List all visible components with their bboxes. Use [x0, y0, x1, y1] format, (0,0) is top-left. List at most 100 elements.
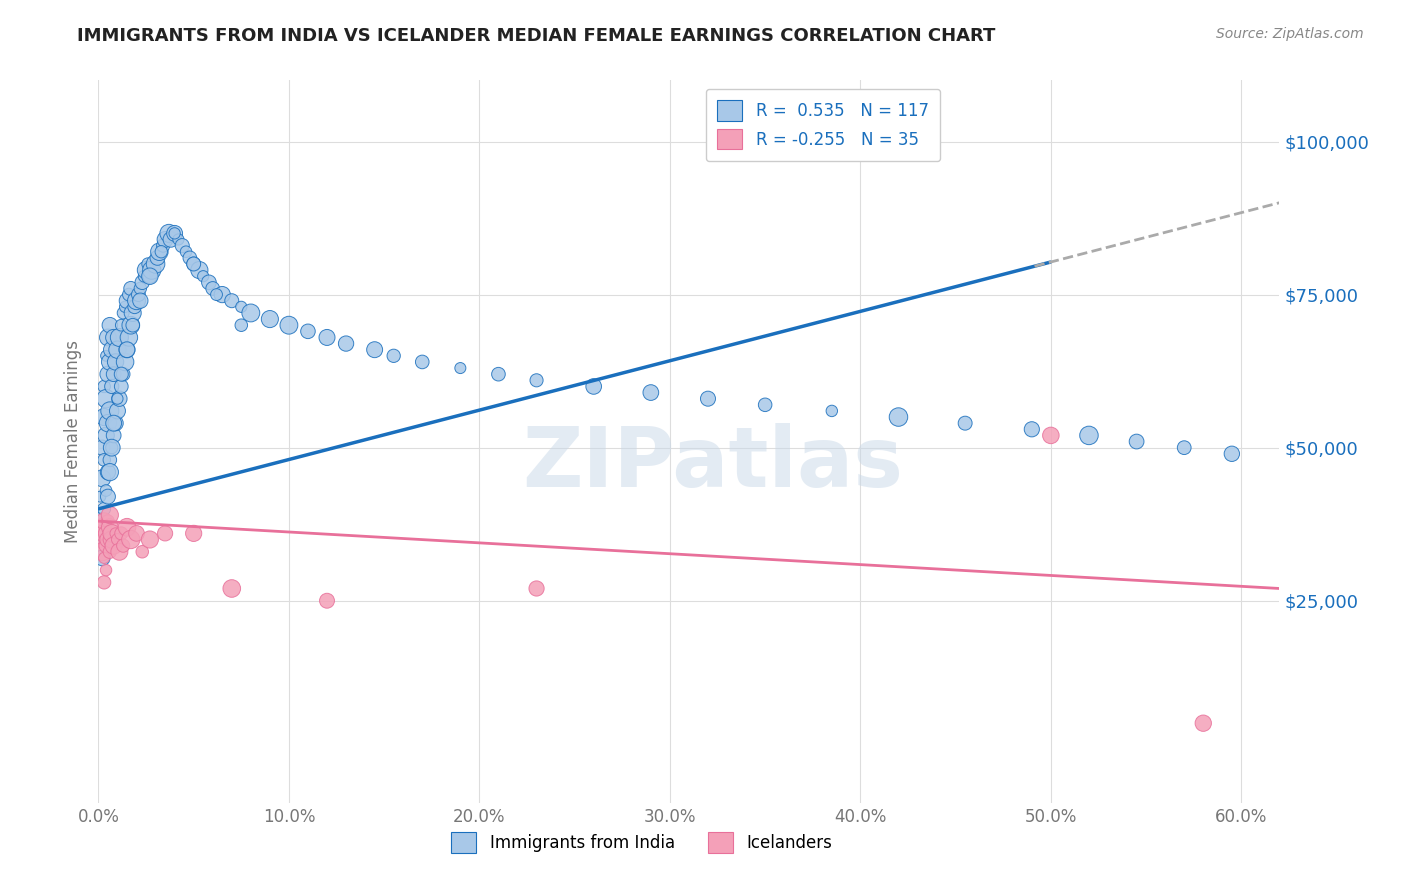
Point: [89, 514, 111, 528]
Point: [98, 520, 121, 534]
Point: [887, 410, 910, 425]
Point: [98, 355, 121, 369]
Point: [93, 526, 115, 541]
Point: [526, 582, 548, 596]
Point: [94, 514, 117, 528]
Point: [94, 428, 117, 442]
Point: [488, 367, 510, 381]
Point: [100, 441, 122, 455]
Point: [167, 232, 190, 246]
Point: [1173, 441, 1195, 455]
Point: [1220, 447, 1243, 461]
Y-axis label: Median Female Earnings: Median Female Earnings: [65, 340, 83, 543]
Point: [108, 545, 131, 559]
Point: [172, 238, 194, 252]
Point: [335, 336, 357, 351]
Point: [115, 520, 138, 534]
Point: [134, 269, 156, 284]
Point: [163, 227, 186, 241]
Point: [107, 343, 129, 357]
Point: [93, 502, 115, 516]
Point: [97, 533, 120, 547]
Point: [120, 318, 142, 333]
Point: [98, 404, 121, 418]
Point: [104, 416, 127, 430]
Point: [125, 293, 148, 308]
Point: [112, 306, 135, 320]
Point: [129, 281, 152, 295]
Point: [221, 582, 243, 596]
Point: [118, 330, 141, 344]
Point: [411, 355, 433, 369]
Text: ZIPatlas: ZIPatlas: [522, 423, 903, 504]
Point: [108, 392, 131, 406]
Point: [953, 416, 976, 430]
Point: [94, 539, 117, 553]
Point: [316, 593, 339, 607]
Point: [103, 330, 125, 344]
Point: [93, 550, 115, 565]
Point: [153, 232, 176, 246]
Point: [179, 251, 201, 265]
Point: [131, 545, 153, 559]
Point: [121, 318, 143, 333]
Point: [239, 306, 262, 320]
Point: [103, 428, 125, 442]
Point: [146, 251, 169, 265]
Point: [150, 244, 173, 259]
Point: [112, 367, 135, 381]
Point: [131, 276, 153, 290]
Point: [98, 508, 121, 522]
Point: [231, 318, 253, 333]
Point: [141, 263, 163, 277]
Point: [94, 349, 117, 363]
Point: [449, 361, 471, 376]
Point: [104, 355, 127, 369]
Point: [104, 526, 127, 541]
Point: [89, 533, 111, 547]
Point: [139, 269, 162, 284]
Point: [114, 300, 136, 314]
Point: [115, 343, 138, 357]
Text: IMMIGRANTS FROM INDIA VS ICELANDER MEDIAN FEMALE EARNINGS CORRELATION CHART: IMMIGRANTS FROM INDIA VS ICELANDER MEDIA…: [77, 27, 995, 45]
Point: [582, 379, 605, 393]
Point: [1192, 716, 1215, 731]
Point: [97, 330, 120, 344]
Point: [93, 526, 115, 541]
Point: [157, 227, 180, 241]
Point: [136, 257, 159, 271]
Point: [107, 533, 129, 547]
Point: [124, 300, 146, 314]
Point: [97, 514, 120, 528]
Point: [97, 465, 120, 479]
Point: [120, 533, 142, 547]
Point: [259, 312, 281, 326]
Point: [93, 453, 115, 467]
Point: [100, 379, 122, 393]
Point: [97, 416, 120, 430]
Point: [382, 349, 405, 363]
Point: [129, 293, 152, 308]
Point: [188, 263, 211, 277]
Point: [640, 385, 662, 400]
Point: [121, 306, 143, 320]
Point: [93, 575, 115, 590]
Point: [1039, 428, 1062, 442]
Point: [526, 373, 548, 387]
Point: [100, 343, 122, 357]
Point: [193, 269, 215, 284]
Point: [100, 441, 122, 455]
Point: [110, 526, 132, 541]
Point: [110, 367, 132, 381]
Point: [135, 263, 157, 277]
Point: [198, 276, 221, 290]
Point: [148, 244, 170, 259]
Point: [94, 563, 117, 577]
Point: [97, 367, 120, 381]
Point: [94, 526, 117, 541]
Text: Source: ZipAtlas.com: Source: ZipAtlas.com: [1216, 27, 1364, 41]
Point: [107, 392, 129, 406]
Point: [91, 545, 114, 559]
Point: [125, 526, 148, 541]
Point: [211, 287, 233, 301]
